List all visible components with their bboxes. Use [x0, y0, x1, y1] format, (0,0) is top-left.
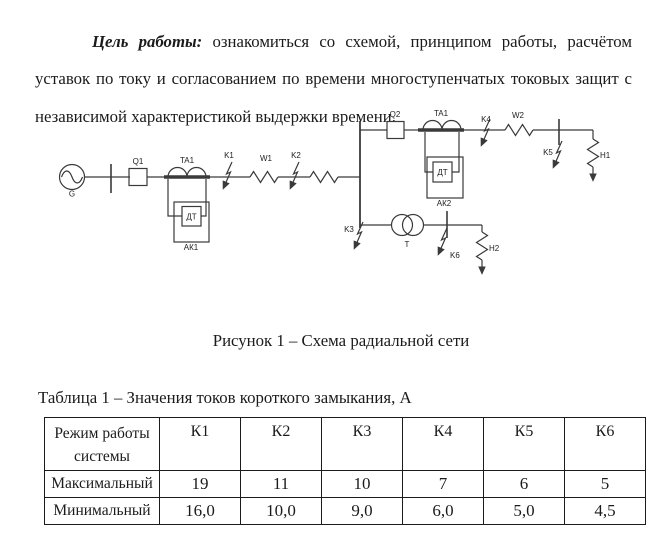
fault-k4-icon	[480, 118, 491, 147]
relay-dt1-icon	[181, 205, 202, 227]
k4-label: K4	[481, 115, 491, 124]
dt2-label: ДТ	[437, 168, 447, 177]
fault-k3-icon	[353, 221, 364, 250]
column-header-k4: К4	[402, 417, 484, 471]
cell-min-k6: 4,5	[564, 497, 646, 525]
line-section-icon	[309, 170, 339, 184]
row-label-maximum: Максимальный	[44, 470, 160, 498]
h2-label: H2	[489, 244, 500, 253]
ct-lead-wire	[424, 132, 433, 173]
corner-line1: Режим работы	[54, 425, 150, 442]
cell-max-k3: 10	[321, 470, 403, 498]
q1-label: Q1	[133, 157, 144, 166]
cell-min-k3: 9,0	[321, 497, 403, 525]
generator-icon	[58, 163, 86, 191]
q2-label: Q2	[390, 110, 401, 119]
column-header-k5: К5	[483, 417, 565, 471]
radial-network-schematic: G Q1 TA1 ДТ АК1 K1 W1 K2 Q2 TA1 ДТ АК2 K…	[58, 109, 611, 275]
fault-k1-icon	[222, 161, 233, 190]
w1-label: W1	[260, 154, 273, 163]
w2-label: W2	[512, 111, 525, 120]
column-header-k3: К3	[321, 417, 403, 471]
table-row-maximum: Максимальный 19 11 10 7 6 5	[44, 470, 646, 498]
ct-lead-wire	[167, 179, 182, 217]
cell-min-k5: 5,0	[483, 497, 565, 525]
cell-min-k1: 16,0	[159, 497, 241, 525]
breaker-q1-icon	[128, 167, 148, 187]
k3-label: K3	[344, 225, 354, 234]
fault-k2-icon	[289, 161, 300, 190]
transformer-t-icon	[390, 213, 425, 237]
line-w2-icon	[504, 123, 534, 137]
column-header-k1: К1	[159, 417, 241, 471]
cell-max-k5: 6	[483, 470, 565, 498]
purpose-paragraph: Цель работы: ознакомиться со схемой, при…	[35, 23, 632, 136]
cell-max-k2: 11	[240, 470, 322, 498]
figure-caption: Рисунок 1 – Схема радиальной сети	[212, 331, 470, 350]
dt1-label: ДТ	[186, 213, 196, 222]
cell-max-k4: 7	[402, 470, 484, 498]
row-label-minimum: Минимальный	[44, 497, 160, 525]
table-title: Таблица 1 – Значения токов короткого зам…	[38, 388, 412, 407]
k2-label: K2	[291, 151, 301, 160]
load-h1-icon	[586, 130, 600, 182]
cabinet-ak2-icon	[426, 156, 464, 199]
ct-lead-wire	[452, 132, 460, 173]
ta1-left-label: TA1	[180, 156, 195, 165]
table-header-row: Режим работы системы К1 К2 К3 К4 К5 К6	[44, 417, 646, 471]
column-header-k2: К2	[240, 417, 322, 471]
corner-line2: системы	[74, 448, 130, 465]
cell-max-k6: 5	[564, 470, 646, 498]
column-header-k6: К6	[564, 417, 646, 471]
k5-label: K5	[543, 148, 553, 157]
k1-label: K1	[224, 151, 234, 160]
short-circuit-currents-table: Режим работы системы К1 К2 К3 К4 К5 К6 М…	[44, 417, 646, 525]
cell-max-k1: 19	[159, 470, 241, 498]
ta1-right-label: TA1	[434, 109, 449, 118]
generator-label: G	[69, 190, 75, 199]
k6-label: K6	[450, 251, 460, 260]
ak2-label: АК2	[437, 199, 452, 208]
purpose-lead: Цель работы:	[92, 31, 203, 51]
fault-k6-icon	[437, 227, 448, 256]
line-w1-icon	[249, 170, 279, 184]
h1-label: H1	[600, 151, 611, 160]
fault-k5-icon	[552, 140, 563, 169]
load-h2-icon	[475, 225, 489, 275]
t-label: T	[405, 240, 410, 249]
relay-dt2-icon	[432, 161, 453, 183]
current-transformer-ta1-right-icon	[418, 119, 464, 132]
breaker-q2-icon	[386, 120, 405, 140]
table-row-minimum: Минимальный 16,0 10,0 9,0 6,0 5,0 4,5	[44, 497, 646, 525]
cell-min-k4: 6,0	[402, 497, 484, 525]
ct-lead-wire	[201, 179, 207, 217]
ak1-label: АК1	[184, 243, 199, 252]
table-corner-cell: Режим работы системы	[44, 417, 160, 471]
current-transformer-ta1-left-icon	[164, 166, 210, 179]
cell-min-k2: 10,0	[240, 497, 322, 525]
purpose-body: ознакомиться со схемой, принципом работы…	[35, 31, 632, 126]
cabinet-ak1-icon	[173, 201, 210, 243]
